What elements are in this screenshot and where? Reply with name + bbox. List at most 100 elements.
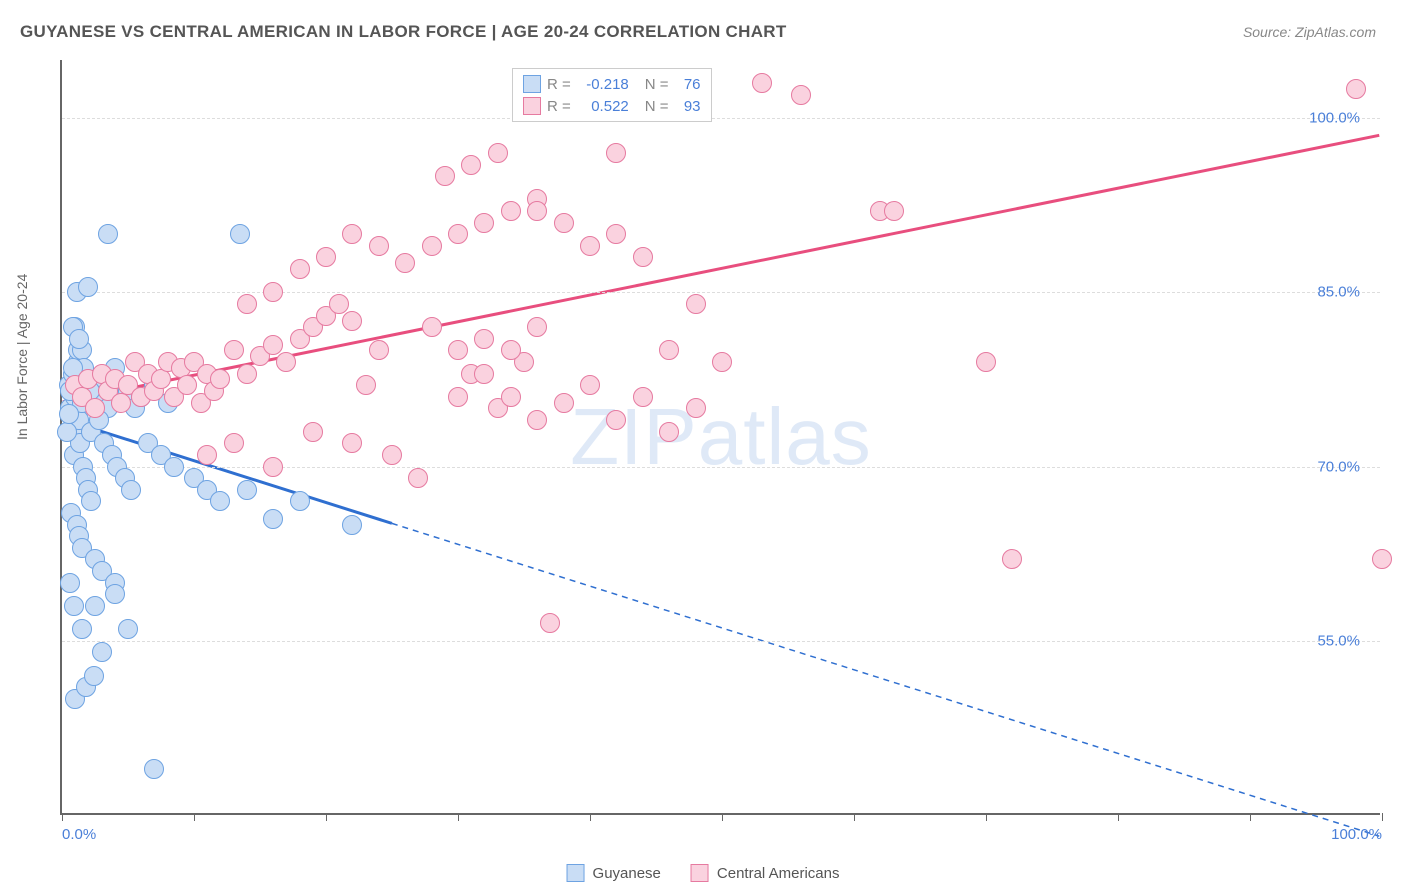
data-point bbox=[72, 619, 92, 639]
data-point bbox=[606, 224, 626, 244]
data-point bbox=[276, 352, 296, 372]
data-point bbox=[448, 224, 468, 244]
correlation-legend: R =-0.218N =76R =0.522N =93 bbox=[512, 68, 712, 122]
data-point bbox=[342, 433, 362, 453]
n-label: N = bbox=[645, 98, 669, 115]
data-point bbox=[263, 335, 283, 355]
data-point bbox=[177, 375, 197, 395]
data-point bbox=[527, 317, 547, 337]
x-tick bbox=[986, 813, 987, 821]
data-point bbox=[290, 259, 310, 279]
data-point bbox=[111, 393, 131, 413]
data-point bbox=[57, 422, 77, 442]
y-tick-label: 55.0% bbox=[1317, 632, 1360, 649]
data-point bbox=[290, 491, 310, 511]
data-point bbox=[81, 491, 101, 511]
data-point bbox=[210, 369, 230, 389]
data-point bbox=[263, 282, 283, 302]
data-point bbox=[237, 364, 257, 384]
data-point bbox=[1372, 549, 1392, 569]
x-tick bbox=[1118, 813, 1119, 821]
y-tick-label: 70.0% bbox=[1317, 458, 1360, 475]
data-point bbox=[686, 398, 706, 418]
watermark: ZIPatlas bbox=[570, 391, 871, 483]
r-label: R = bbox=[547, 98, 571, 115]
data-point bbox=[461, 155, 481, 175]
source-text: Source: ZipAtlas.com bbox=[1243, 24, 1376, 40]
data-point bbox=[554, 213, 574, 233]
data-point bbox=[1346, 79, 1366, 99]
r-value: -0.218 bbox=[577, 76, 629, 93]
legend-row: R =-0.218N =76 bbox=[523, 73, 701, 95]
data-point bbox=[540, 613, 560, 633]
data-point bbox=[448, 340, 468, 360]
data-point bbox=[501, 340, 521, 360]
legend-item: Central Americans bbox=[691, 864, 840, 882]
data-point bbox=[976, 352, 996, 372]
x-tick bbox=[194, 813, 195, 821]
y-axis-label: In Labor Force | Age 20-24 bbox=[14, 274, 30, 440]
data-point bbox=[448, 387, 468, 407]
data-point bbox=[342, 515, 362, 535]
data-point bbox=[791, 85, 811, 105]
x-tick-label: 100.0% bbox=[1331, 826, 1382, 843]
x-tick bbox=[458, 813, 459, 821]
data-point bbox=[488, 143, 508, 163]
gridline bbox=[62, 641, 1380, 642]
gridline bbox=[62, 467, 1380, 468]
data-point bbox=[712, 352, 732, 372]
data-point bbox=[633, 387, 653, 407]
legend-swatch bbox=[523, 75, 541, 93]
data-point bbox=[69, 329, 89, 349]
data-point bbox=[1002, 549, 1022, 569]
data-point bbox=[382, 445, 402, 465]
x-tick bbox=[854, 813, 855, 821]
data-point bbox=[151, 369, 171, 389]
data-point bbox=[686, 294, 706, 314]
data-point bbox=[435, 166, 455, 186]
trend-lines bbox=[62, 60, 1380, 813]
series-legend: GuyaneseCentral Americans bbox=[567, 864, 840, 882]
data-point bbox=[422, 236, 442, 256]
y-tick-label: 85.0% bbox=[1317, 284, 1360, 301]
legend-swatch bbox=[567, 864, 585, 882]
x-tick bbox=[326, 813, 327, 821]
data-point bbox=[342, 224, 362, 244]
x-tick bbox=[722, 813, 723, 821]
data-point bbox=[98, 224, 118, 244]
data-point bbox=[224, 340, 244, 360]
r-value: 0.522 bbox=[577, 98, 629, 115]
data-point bbox=[84, 666, 104, 686]
data-point bbox=[197, 445, 217, 465]
data-point bbox=[210, 491, 230, 511]
data-point bbox=[474, 329, 494, 349]
data-point bbox=[263, 457, 283, 477]
plot-area: ZIPatlas R =-0.218N =76R =0.522N =93 55.… bbox=[60, 60, 1380, 815]
data-point bbox=[580, 236, 600, 256]
data-point bbox=[884, 201, 904, 221]
data-point bbox=[554, 393, 574, 413]
data-point bbox=[342, 311, 362, 331]
data-point bbox=[85, 398, 105, 418]
x-tick bbox=[1250, 813, 1251, 821]
x-tick bbox=[590, 813, 591, 821]
data-point bbox=[230, 224, 250, 244]
data-point bbox=[64, 596, 84, 616]
data-point bbox=[237, 480, 257, 500]
data-point bbox=[164, 457, 184, 477]
data-point bbox=[121, 480, 141, 500]
data-point bbox=[501, 201, 521, 221]
data-point bbox=[144, 759, 164, 779]
legend-row: R =0.522N =93 bbox=[523, 95, 701, 117]
data-point bbox=[59, 404, 79, 424]
data-point bbox=[224, 433, 244, 453]
data-point bbox=[752, 73, 772, 93]
data-point bbox=[606, 143, 626, 163]
data-point bbox=[527, 410, 547, 430]
chart-title: GUYANESE VS CENTRAL AMERICAN IN LABOR FO… bbox=[20, 22, 787, 42]
data-point bbox=[237, 294, 257, 314]
gridline bbox=[62, 292, 1380, 293]
n-label: N = bbox=[645, 76, 669, 93]
data-point bbox=[408, 468, 428, 488]
data-point bbox=[118, 619, 138, 639]
